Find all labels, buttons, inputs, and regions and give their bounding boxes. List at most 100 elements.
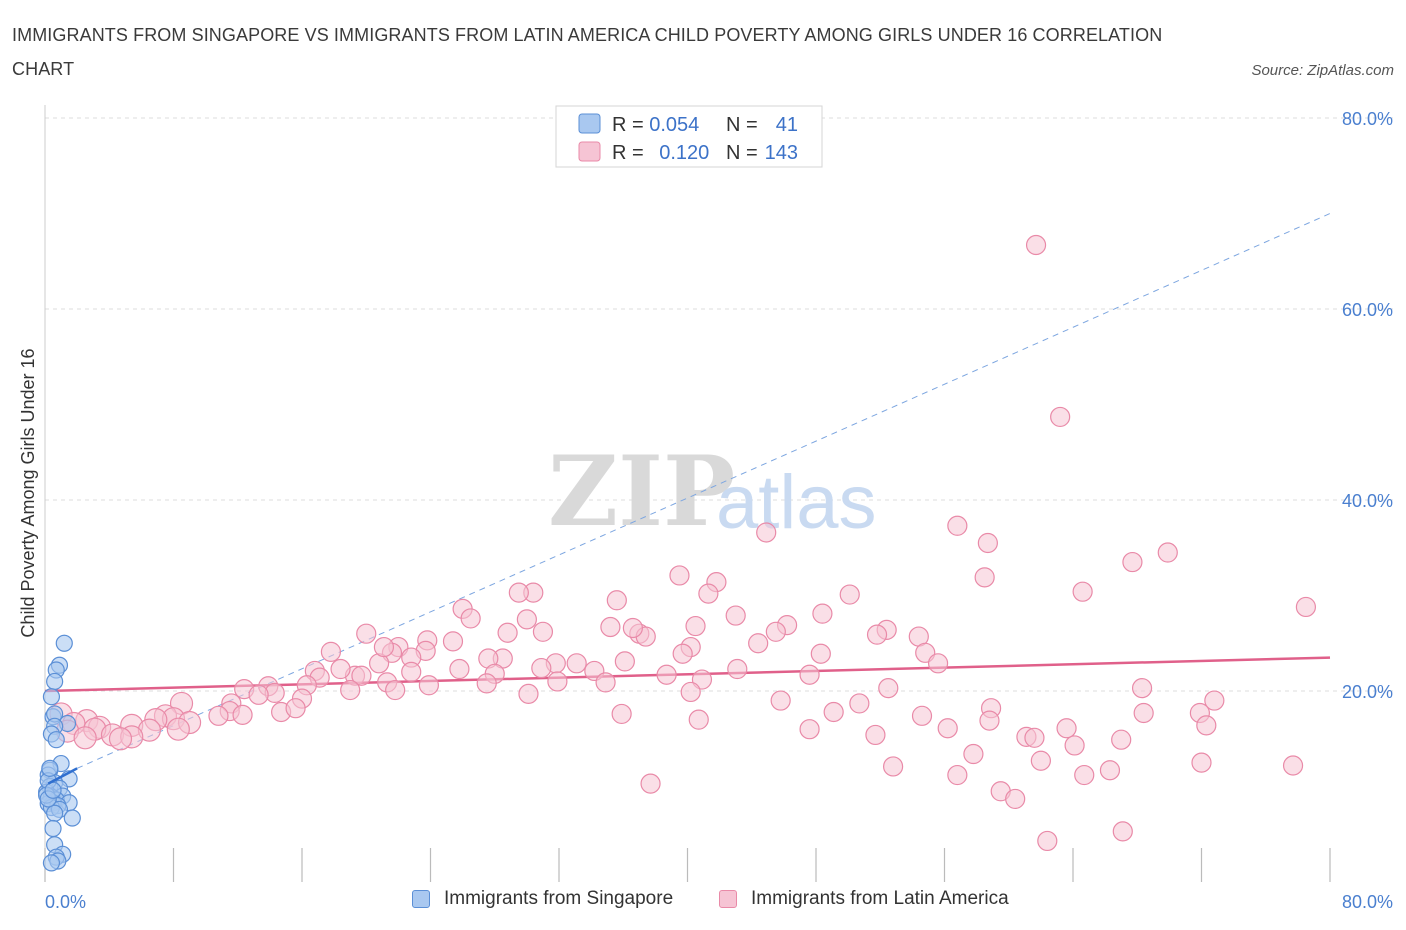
legend-swatch-latin	[578, 141, 601, 162]
latin-point	[373, 636, 395, 658]
latin-point	[356, 623, 377, 644]
singapore-point	[47, 731, 65, 749]
latin-point	[866, 624, 888, 645]
singapore-trend-line	[47, 767, 78, 785]
latin-point	[979, 710, 1000, 731]
legend-swatch-singapore	[578, 113, 601, 134]
latin-point	[680, 681, 701, 703]
watermark: ZIP atlas	[548, 435, 877, 548]
grid-lines	[45, 117, 1393, 692]
latin-point	[799, 719, 820, 740]
latin-point	[285, 698, 306, 719]
watermark-atlas: atlas	[716, 460, 877, 545]
legend-r-label-2: R =	[612, 142, 649, 164]
latin-point	[516, 609, 537, 630]
latin-point	[656, 664, 677, 685]
latin-point	[1037, 830, 1058, 852]
y-axis-label: Child Poverty Among Girls Under 16	[18, 348, 38, 637]
y-tick-label: 60.0%	[1342, 300, 1393, 320]
source-label: Source: ZipAtlas.com	[1251, 62, 1394, 79]
latin-point	[911, 705, 933, 726]
latin-point	[799, 664, 820, 685]
singapore-point	[44, 781, 62, 799]
latin-point	[1157, 542, 1178, 563]
latin-point	[532, 621, 554, 642]
chart-title: IMMIGRANTS FROM SINGAPORE VS IMMIGRANTS …	[12, 25, 1163, 79]
latin-point	[1064, 735, 1085, 756]
latin-point	[518, 683, 539, 704]
legend-n-value-1: 41	[776, 114, 798, 136]
y-tick-label: 40.0%	[1342, 491, 1393, 511]
latin-point	[611, 703, 632, 725]
latin-point	[1112, 821, 1133, 842]
latin-point	[1030, 750, 1051, 771]
latin-point	[725, 605, 746, 626]
latin-point	[1282, 755, 1304, 776]
latin-point	[497, 622, 518, 643]
x-tick-labels: 0.0% 80.0%	[45, 892, 1393, 912]
legend-n-label-2: N =	[726, 142, 758, 164]
latin-point	[614, 651, 635, 672]
latin-point	[748, 633, 769, 654]
watermark-zip: ZIP	[548, 435, 735, 548]
latin-point	[927, 653, 949, 674]
latin-point	[974, 567, 995, 588]
latin-point	[669, 565, 690, 586]
latin-point	[1204, 690, 1225, 711]
legend-bottom: Immigrants from Singapore Immigrants fro…	[0, 888, 1406, 918]
singapore-point	[44, 819, 62, 838]
latin-point	[166, 717, 190, 741]
latin-america-points	[49, 234, 1317, 852]
latin-point	[672, 643, 693, 664]
legend-n-label-1: N =	[726, 114, 758, 136]
singapore-point	[63, 809, 81, 827]
latin-point	[1072, 581, 1093, 602]
latin-point	[839, 584, 860, 605]
singapore-point	[42, 854, 61, 872]
y-tick-labels: 80.0% 60.0% 40.0% 20.0%	[1342, 109, 1393, 702]
latin-point	[977, 532, 998, 554]
latin-point	[460, 608, 481, 629]
x-tick-label-min: 0.0%	[45, 892, 86, 912]
latin-point	[508, 582, 529, 603]
latin-point	[698, 583, 719, 604]
latin-point	[865, 724, 886, 746]
singapore-point	[42, 688, 61, 706]
singapore-points	[38, 634, 81, 872]
legend-r-value-1: 0.054	[649, 114, 699, 136]
latin-point	[73, 726, 97, 750]
latin-point	[1295, 596, 1317, 618]
svg-text:N =: N =	[726, 114, 758, 136]
latin-point	[208, 705, 229, 726]
latin-point	[963, 743, 984, 765]
latin-point	[878, 678, 899, 699]
latin-point	[1056, 718, 1077, 739]
latin-point	[765, 621, 786, 642]
latin-point	[385, 679, 406, 701]
latin-point	[566, 653, 587, 674]
latin-point	[688, 709, 709, 730]
singapore-point	[46, 804, 64, 822]
latin-point	[108, 727, 133, 751]
latin-point	[449, 658, 470, 680]
latin-point	[600, 616, 621, 638]
legend-item-singapore[interactable]: Immigrants from Singapore	[412, 888, 673, 910]
singapore-point	[41, 759, 59, 777]
latin-point	[1024, 727, 1045, 748]
latin-point	[1122, 551, 1143, 573]
latin-point	[595, 672, 616, 693]
latin-point	[531, 657, 552, 679]
latin-point	[1131, 678, 1153, 699]
latin-point	[640, 773, 661, 794]
latin-point	[351, 665, 372, 686]
latin-point	[1133, 702, 1154, 724]
legend-r-label-1: R =	[612, 114, 649, 136]
legend-n-value-2: 143	[765, 142, 798, 164]
latin-point	[248, 684, 269, 705]
x-tick-label-max: 80.0%	[1342, 892, 1393, 912]
legend-item-latin[interactable]: Immigrants from Latin America	[719, 888, 1009, 910]
latin-point	[770, 690, 791, 711]
latin-point	[442, 631, 464, 652]
latin-point	[320, 641, 342, 662]
